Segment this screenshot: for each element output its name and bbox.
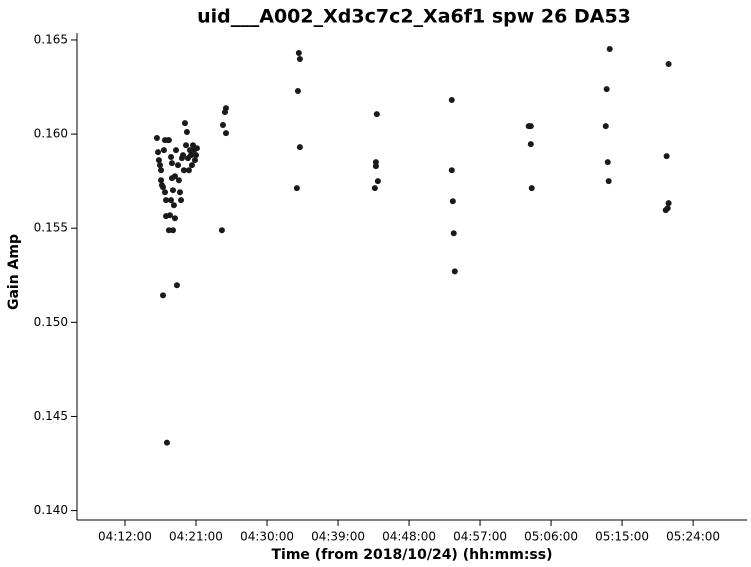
x-tick-label: 05:24:00: [666, 530, 720, 544]
x-tick-label: 05:06:00: [524, 530, 578, 544]
point: [183, 142, 190, 149]
y-tick-label: 0.160: [34, 127, 68, 141]
point: [174, 162, 181, 169]
x-tick-label: 04:39:00: [311, 530, 365, 544]
point: [371, 185, 378, 192]
point: [373, 111, 380, 118]
point: [294, 87, 301, 94]
point: [527, 141, 534, 148]
point: [173, 147, 180, 154]
point: [156, 162, 163, 169]
x-tick-label: 05:15:00: [595, 530, 649, 544]
point: [222, 105, 229, 112]
point: [193, 145, 200, 152]
x-tick-label: 04:30:00: [240, 530, 294, 544]
point: [155, 149, 162, 156]
point: [158, 177, 165, 184]
x-tick-label: 04:48:00: [382, 530, 436, 544]
point: [173, 282, 180, 289]
y-tick-label: 0.140: [34, 503, 68, 517]
chart-title: uid___A002_Xd3c7c2_Xa6f1 spw 26 DA53: [197, 6, 631, 28]
point: [169, 187, 176, 194]
point: [293, 185, 300, 192]
point: [193, 152, 200, 159]
point: [448, 167, 455, 174]
point: [296, 144, 303, 151]
x-tick-label: 04:12:00: [98, 530, 152, 544]
point: [218, 227, 225, 234]
point: [451, 268, 458, 275]
point: [155, 157, 162, 164]
y-tick-label: 0.150: [34, 315, 68, 329]
point: [183, 129, 190, 136]
point: [181, 120, 188, 127]
point: [179, 152, 186, 159]
point: [163, 439, 170, 446]
point: [527, 123, 534, 130]
y-tick-label: 0.155: [34, 221, 68, 235]
point: [222, 130, 229, 137]
point: [665, 61, 672, 68]
point: [191, 157, 198, 164]
point: [450, 230, 457, 237]
point: [449, 198, 456, 205]
point: [528, 185, 535, 192]
y-tick-label: 0.165: [34, 32, 68, 46]
point: [168, 197, 175, 204]
point: [171, 173, 178, 180]
point: [372, 159, 379, 166]
point: [219, 122, 226, 129]
point: [605, 178, 612, 185]
point: [175, 177, 182, 184]
point: [160, 292, 167, 299]
y-axis-label: Gain Amp: [6, 234, 22, 310]
point: [168, 160, 175, 167]
point: [448, 97, 455, 104]
point: [158, 167, 165, 174]
point: [603, 86, 610, 93]
point: [161, 189, 168, 196]
point: [168, 154, 175, 161]
point: [188, 152, 195, 159]
point: [185, 167, 192, 174]
point: [165, 137, 172, 144]
point: [663, 153, 670, 160]
point: [296, 55, 303, 62]
point: [188, 162, 195, 169]
point: [178, 197, 185, 204]
point: [160, 147, 167, 154]
x-tick-label: 04:57:00: [453, 530, 507, 544]
x-tick-label: 04:21:00: [169, 530, 223, 544]
point: [163, 197, 170, 204]
y-tick-label: 0.145: [34, 409, 68, 423]
point: [176, 189, 183, 196]
point: [180, 167, 187, 174]
point: [163, 213, 170, 220]
point: [602, 123, 609, 130]
point: [169, 227, 176, 234]
point: [664, 205, 671, 212]
point: [604, 159, 611, 166]
point: [295, 49, 302, 56]
point: [153, 135, 160, 142]
x-axis-label: Time (from 2018/10/24) (hh:mm:ss): [272, 547, 553, 563]
point: [171, 215, 178, 222]
point: [606, 46, 613, 53]
point: [170, 202, 177, 209]
point: [374, 178, 381, 185]
point: [665, 200, 672, 207]
point: [160, 184, 167, 191]
